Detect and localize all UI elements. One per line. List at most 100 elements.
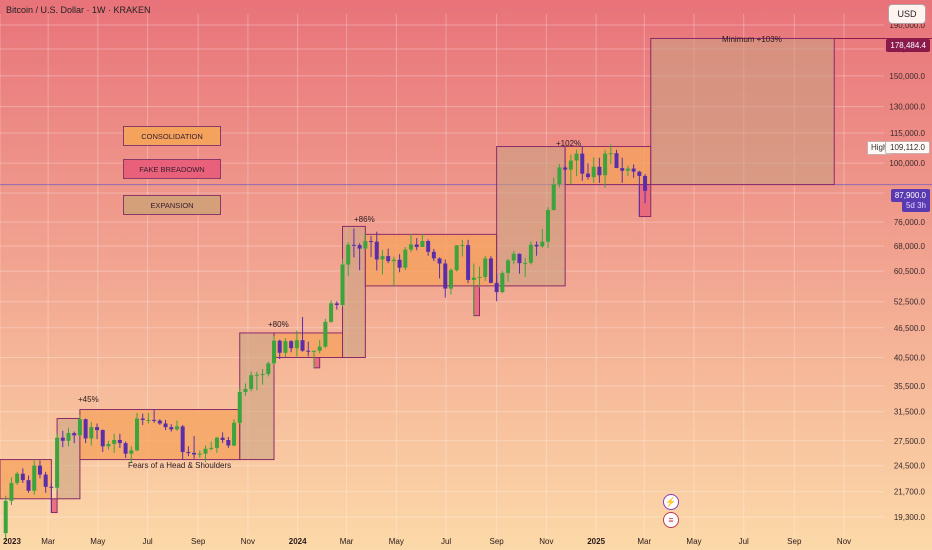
- candle-body: [89, 427, 94, 439]
- candle-body: [414, 244, 419, 247]
- candle-body: [483, 258, 488, 277]
- x-tick-label: May: [686, 537, 701, 546]
- candle-body: [272, 340, 277, 364]
- candle-body: [369, 241, 374, 243]
- candle-body: [311, 350, 316, 352]
- annotation-45: +45%: [78, 395, 99, 404]
- candle-body: [294, 340, 299, 349]
- candle-body: [260, 374, 265, 376]
- candle-body: [517, 253, 522, 264]
- candle-body: [460, 245, 465, 247]
- candle-body: [243, 388, 248, 393]
- y-tick-label: 130,000.0: [889, 103, 925, 112]
- y-tick-label: 31,500.0: [894, 408, 926, 417]
- candle-body: [26, 480, 31, 491]
- candle-body: [20, 473, 25, 481]
- expansion-zone: [239, 332, 275, 461]
- x-tick-label: Jul: [142, 537, 152, 546]
- candle-body: [95, 427, 100, 431]
- candle-body: [528, 244, 533, 263]
- x-tick-label: Mar: [41, 537, 55, 546]
- candle-body: [608, 153, 613, 155]
- y-tick-label: 76,000.0: [894, 218, 926, 227]
- candle-body: [254, 374, 259, 376]
- x-axis: 2023 Mar May Jul Sep Nov 2024 Mar May Jul Sep Nov 20…: [3, 537, 851, 546]
- candle-body: [55, 437, 60, 488]
- candle-body: [146, 419, 151, 421]
- split-icon[interactable]: ⚡: [663, 494, 679, 510]
- candle-body: [637, 171, 642, 176]
- y-tick-label: 40,500.0: [894, 354, 926, 363]
- candle-body: [523, 262, 528, 264]
- candle-body: [83, 419, 88, 439]
- y-tick-label: 24,500.0: [894, 462, 926, 471]
- candle-body: [180, 426, 185, 453]
- legend-expansion: EXPANSION: [123, 195, 221, 215]
- last-price-tag: 87,900.0: [890, 189, 930, 202]
- us-flag-icon[interactable]: ≡: [663, 512, 679, 528]
- candle-body: [37, 465, 42, 475]
- legend-consolidation: CONSOLIDATION: [123, 126, 221, 146]
- candle-body: [306, 350, 311, 352]
- y-tick-label: 19,300.0: [894, 513, 926, 522]
- candle-body: [386, 256, 391, 262]
- candle-body: [220, 437, 225, 440]
- target-price-tag: 178,484.4: [886, 39, 930, 52]
- consolidation-zone: [564, 146, 652, 186]
- candle-body: [351, 244, 356, 246]
- candle-body: [580, 153, 585, 174]
- candle-body: [357, 245, 362, 249]
- candle-body: [77, 419, 82, 436]
- fake-breakdown-zone: [50, 498, 58, 514]
- candle-body: [117, 439, 122, 444]
- candle-body: [397, 259, 402, 268]
- candle-body: [283, 341, 288, 353]
- candle-body: [426, 241, 431, 252]
- annotation-80: +80%: [268, 320, 289, 329]
- candle-body: [15, 473, 20, 483]
- candle-body: [620, 168, 625, 171]
- candle-body: [591, 166, 596, 178]
- x-tick-label: Nov: [837, 537, 851, 546]
- candle-body: [9, 482, 14, 501]
- candle-body: [403, 249, 408, 268]
- high-price-tag: 109,112.0: [885, 141, 930, 154]
- candle-body: [329, 303, 334, 322]
- candle-body: [466, 245, 471, 280]
- candle-body: [49, 486, 54, 488]
- candle-body: [249, 375, 254, 389]
- fake-breakdown-zone: [313, 357, 321, 369]
- candle-body: [625, 168, 630, 171]
- candle-body: [317, 346, 322, 351]
- y-tick-label: 68,000.0: [894, 242, 926, 251]
- y-tick-label: 190,000.0: [889, 21, 925, 30]
- currency-button[interactable]: USD: [888, 4, 926, 24]
- candle-body: [551, 184, 556, 211]
- candle-body: [334, 303, 339, 305]
- candle-body: [540, 241, 545, 247]
- candle-body: [300, 340, 305, 351]
- fake-breakdown-zone: [473, 285, 481, 317]
- candle-body: [494, 282, 499, 293]
- x-tick-label: Mar: [637, 537, 651, 546]
- y-tick-label: 35,500.0: [894, 382, 926, 391]
- x-tick-label: 2024: [289, 537, 307, 546]
- y-tick-label: 46,500.0: [894, 324, 926, 333]
- x-tick-label: Jul: [739, 537, 749, 546]
- candle-body: [123, 443, 128, 454]
- candle-body: [135, 418, 140, 451]
- x-tick-label: Sep: [787, 537, 802, 546]
- candle-body: [203, 448, 208, 454]
- candle-body: [380, 256, 385, 260]
- annotation-86: +86%: [354, 215, 375, 224]
- candle-body: [574, 153, 579, 161]
- candle-body: [534, 244, 539, 247]
- candle-body: [106, 443, 111, 447]
- consolidation-zone: [0, 459, 52, 500]
- candle-body: [409, 244, 414, 250]
- candle-body: [100, 430, 105, 447]
- candle-body: [66, 433, 71, 441]
- candle-body: [614, 153, 619, 169]
